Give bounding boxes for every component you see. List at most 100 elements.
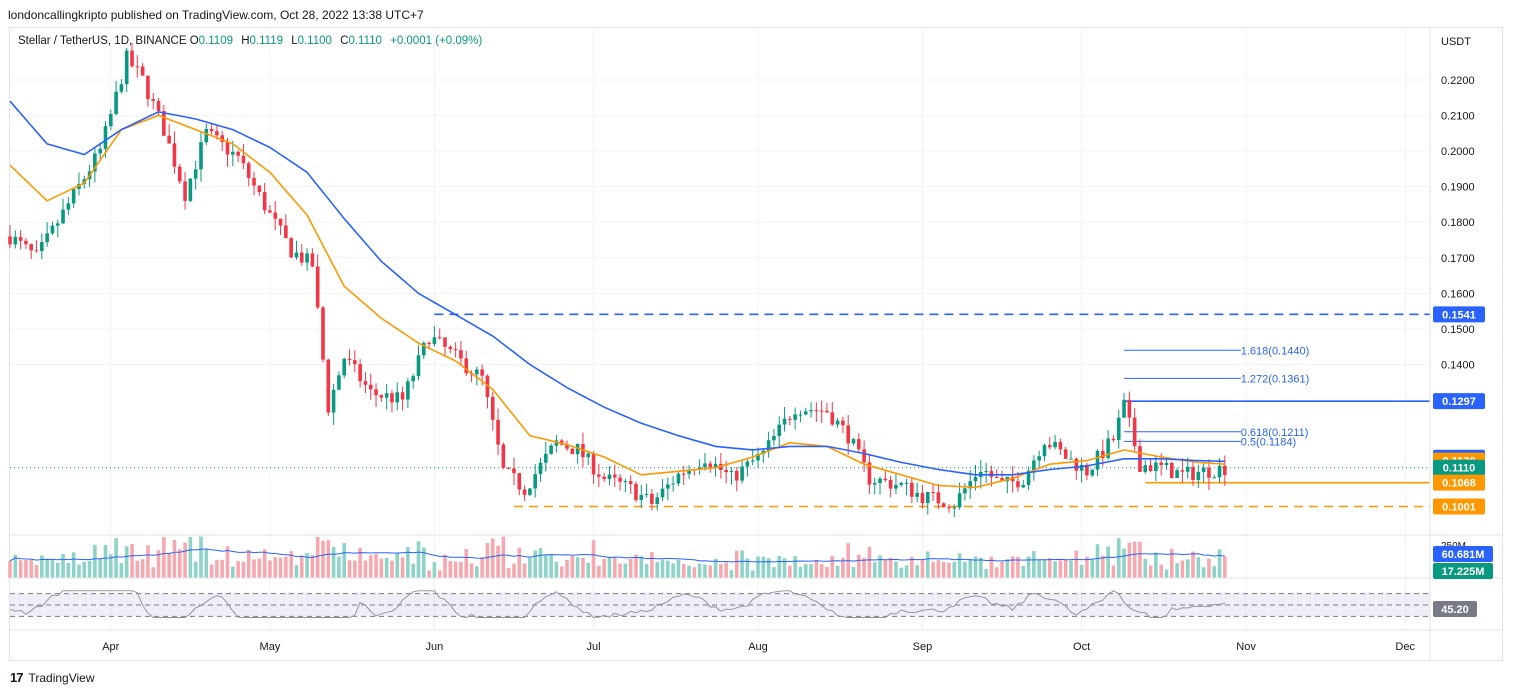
candle-body-121[interactable] [650,493,654,504]
candle-body-69[interactable] [374,389,378,396]
candle-body-160[interactable] [857,439,861,450]
candle-body-167[interactable] [894,484,898,489]
candle-body-41[interactable] [225,141,230,155]
candle-body-202[interactable] [1079,464,1084,471]
candle-body-165[interactable] [883,478,888,481]
candle-body-32[interactable] [177,166,182,182]
candle-body-71[interactable] [384,393,389,398]
candle-body-120[interactable] [644,493,649,495]
candle-body-74[interactable] [400,392,405,400]
candle-body-220[interactable] [1175,470,1179,478]
candle-body-174[interactable] [931,492,935,494]
candle-body-197[interactable] [1053,441,1057,448]
candle-body-33[interactable] [183,181,187,201]
candle-body-154[interactable] [825,410,829,413]
candle-body-114[interactable] [612,474,617,478]
candle-body-110[interactable] [591,453,596,475]
candle-body-63[interactable] [342,358,347,376]
candle-body-97[interactable] [522,489,527,495]
candle-body-8[interactable] [50,225,55,234]
candle-body-64[interactable] [347,358,352,361]
candle-body-198[interactable] [1058,441,1063,450]
candle-body-148[interactable] [793,414,797,420]
candle-body-146[interactable] [782,418,787,425]
candle-body-131[interactable] [703,463,707,468]
candle-body-84[interactable] [453,349,458,351]
candle-body-150[interactable] [803,411,808,415]
candle-body-181[interactable] [968,481,973,489]
candle-body-29[interactable] [162,111,166,136]
candle-body-164[interactable] [878,478,882,483]
candle-body-113[interactable] [607,474,612,480]
candle-body-145[interactable] [777,424,782,436]
candle-body-70[interactable] [379,395,384,398]
candle-body-187[interactable] [1000,477,1004,482]
candle-body-53[interactable] [289,238,293,258]
candle-body-214[interactable] [1143,465,1148,472]
candle-body-59[interactable] [321,307,325,360]
candle-body-149[interactable] [798,414,803,416]
candle-body-20[interactable] [114,91,118,115]
candle-body-123[interactable] [660,488,665,498]
candle-body-96[interactable] [517,473,522,490]
candle-body-204[interactable] [1090,469,1095,476]
candle-body-226[interactable] [1207,467,1211,478]
candle-body-27[interactable] [151,99,156,101]
candle-body-180[interactable] [963,488,967,494]
candle-body-119[interactable] [639,494,644,500]
candle-body-93[interactable] [501,444,506,468]
candle-body-89[interactable] [480,369,484,376]
candle-body-88[interactable] [475,369,479,375]
candle-body-35[interactable] [193,169,198,179]
candle-body-56[interactable] [305,253,309,263]
candle-body-117[interactable] [628,481,633,485]
candle-body-168[interactable] [899,482,904,485]
candle-body-61[interactable] [331,389,336,413]
candle-body-44[interactable] [241,155,246,164]
candle-body-161[interactable] [862,449,866,463]
candle-body-67[interactable] [363,381,368,385]
candle-body-86[interactable] [464,358,469,374]
candle-body-211[interactable] [1127,399,1132,418]
candle-body-100[interactable] [538,462,543,475]
price-badge-4[interactable] [1433,459,1485,476]
candle-body-22[interactable] [124,50,129,85]
candle-body-62[interactable] [337,375,341,390]
candle-body-107[interactable] [575,444,580,455]
candle-body-45[interactable] [246,163,251,178]
candle-body-68[interactable] [368,384,373,390]
candle-body-140[interactable] [750,460,755,462]
candle-body-122[interactable] [655,497,660,504]
price-badge-5[interactable] [1433,474,1485,491]
candle-body-83[interactable] [448,346,453,350]
candle-body-196[interactable] [1047,445,1052,448]
candle-body-52[interactable] [284,225,288,239]
candle-body-55[interactable] [299,252,304,263]
candle-body-39[interactable] [215,131,219,136]
rsi-badge[interactable] [1433,601,1477,617]
candle-body-42[interactable] [231,151,235,155]
candle-body-98[interactable] [528,488,532,495]
candle-body-132[interactable] [708,463,713,468]
candle-body-212[interactable] [1132,417,1137,447]
candle-body-115[interactable] [618,477,622,482]
candle-body-82[interactable] [443,337,447,347]
price-badge-6[interactable] [1433,498,1485,515]
candle-body-151[interactable] [809,410,813,412]
candle-body-175[interactable] [936,492,941,504]
candle-body-57[interactable] [310,253,315,267]
candle-body-12[interactable] [71,188,76,204]
candle-body-118[interactable] [634,484,638,500]
candle-body-176[interactable] [941,503,946,507]
candle-body-200[interactable] [1069,458,1073,460]
candle-body-3[interactable] [24,240,28,245]
candle-body-144[interactable] [772,435,776,441]
candle-body-50[interactable] [273,212,278,219]
candle-body-103[interactable] [554,440,559,446]
candle-body-76[interactable] [411,376,415,382]
candle-body-6[interactable] [40,242,44,251]
candle-body-184[interactable] [984,471,988,473]
candle-body-206[interactable] [1101,450,1105,459]
candle-body-43[interactable] [236,151,240,156]
candle-body-0[interactable] [8,236,12,245]
